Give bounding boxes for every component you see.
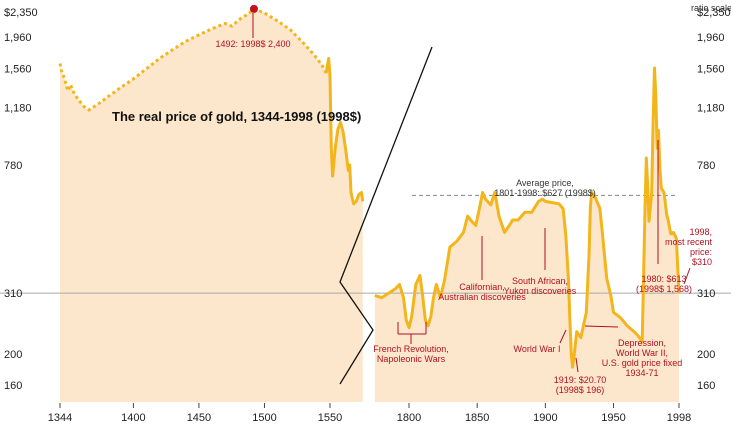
x-tick-label: 1400: [121, 412, 145, 424]
x-tick-label: 1500: [252, 412, 276, 424]
annotation-leader: [397, 322, 427, 344]
x-tick-label: 1344: [48, 412, 72, 424]
annotation-label: South African, Yukon discoveries: [504, 276, 577, 296]
x-axis: 1344 1400 1450 1500 1550 1800 1850 1900 1950 1998: [48, 403, 691, 424]
series-line-dotted: [58, 7, 328, 112]
annotation-label: French Revolution, Napoleonic Wars: [373, 344, 449, 364]
area-fill-left: [60, 8, 363, 403]
annotation-label: World War I: [513, 344, 560, 354]
annotation-leader: [575, 357, 579, 373]
x-tick-label: 1950: [601, 412, 625, 424]
y-axis-left: $2,350 1,960 1,560 1,180 780 310 200 160: [4, 7, 38, 392]
annotation-leader: [584, 325, 619, 328]
x-tick-label: 1450: [187, 412, 211, 424]
annotation-label: Depression, World War II, U.S. gold price …: [602, 338, 683, 378]
axis-break-line: [339, 46, 433, 385]
x-tick-label: 1800: [397, 412, 421, 424]
y-axis-right: $2,350 1,960 1,560 1,180 780 310 200 160: [697, 7, 731, 392]
x-tick-label: 1998: [667, 412, 691, 424]
y-tick-label-left: 160: [4, 380, 22, 392]
series-line-modern: [374, 66, 681, 369]
y-scale-label: ratio scale: [691, 3, 731, 13]
annotation-label: Californian, Australian discoveries: [438, 282, 526, 302]
annotation-leader: [559, 329, 567, 344]
annotation-label: 1919: $20.70 (1998$ 196): [554, 375, 607, 395]
x-tick-label: 1850: [465, 412, 489, 424]
y-tick-label-left: 1,960: [4, 32, 32, 44]
annotations: 1492: 1998$ 2,400 French Revolution, Napol…: [215, 13, 712, 395]
series-line-early: [324, 56, 365, 206]
y-tick-label-left: 780: [4, 160, 22, 172]
y-tick-label-right: 310: [697, 288, 715, 300]
y-tick-label-left: $2,350: [4, 7, 38, 19]
y-tick-label-left: 1,560: [4, 64, 32, 76]
y-tick-label-right: 160: [697, 380, 715, 392]
peak-marker: [249, 4, 258, 13]
y-tick-label-right: 1,180: [697, 102, 725, 114]
x-tick-label: 1550: [318, 412, 342, 424]
y-tick-label-right: $2,350: [697, 7, 731, 19]
y-tick-label-right: 1,960: [697, 32, 725, 44]
annotation-label: 1980: $613 (1998$ 1,568): [636, 274, 692, 294]
y-tick-label-left: 1,180: [4, 102, 32, 114]
y-tick-label-left: 200: [4, 349, 22, 361]
area-fill-right: [374, 68, 679, 402]
x-tick-label: 1900: [533, 412, 557, 424]
annotation-label: 1492: 1998$ 2,400: [215, 39, 290, 49]
chart-title: The real price of gold, 1344-1998 (1998$…: [112, 109, 361, 124]
annotation-label: 1998, most recent price: $310: [665, 227, 713, 267]
average-price-label: Average price, 1801-1998: $627 (1998$): [494, 178, 596, 198]
annotation-leader: [683, 267, 691, 285]
y-tick-label-left: 310: [4, 288, 22, 300]
y-tick-label-right: 1,560: [697, 64, 725, 76]
y-tick-label-right: 780: [697, 160, 715, 172]
y-tick-label-right: 200: [697, 349, 715, 361]
